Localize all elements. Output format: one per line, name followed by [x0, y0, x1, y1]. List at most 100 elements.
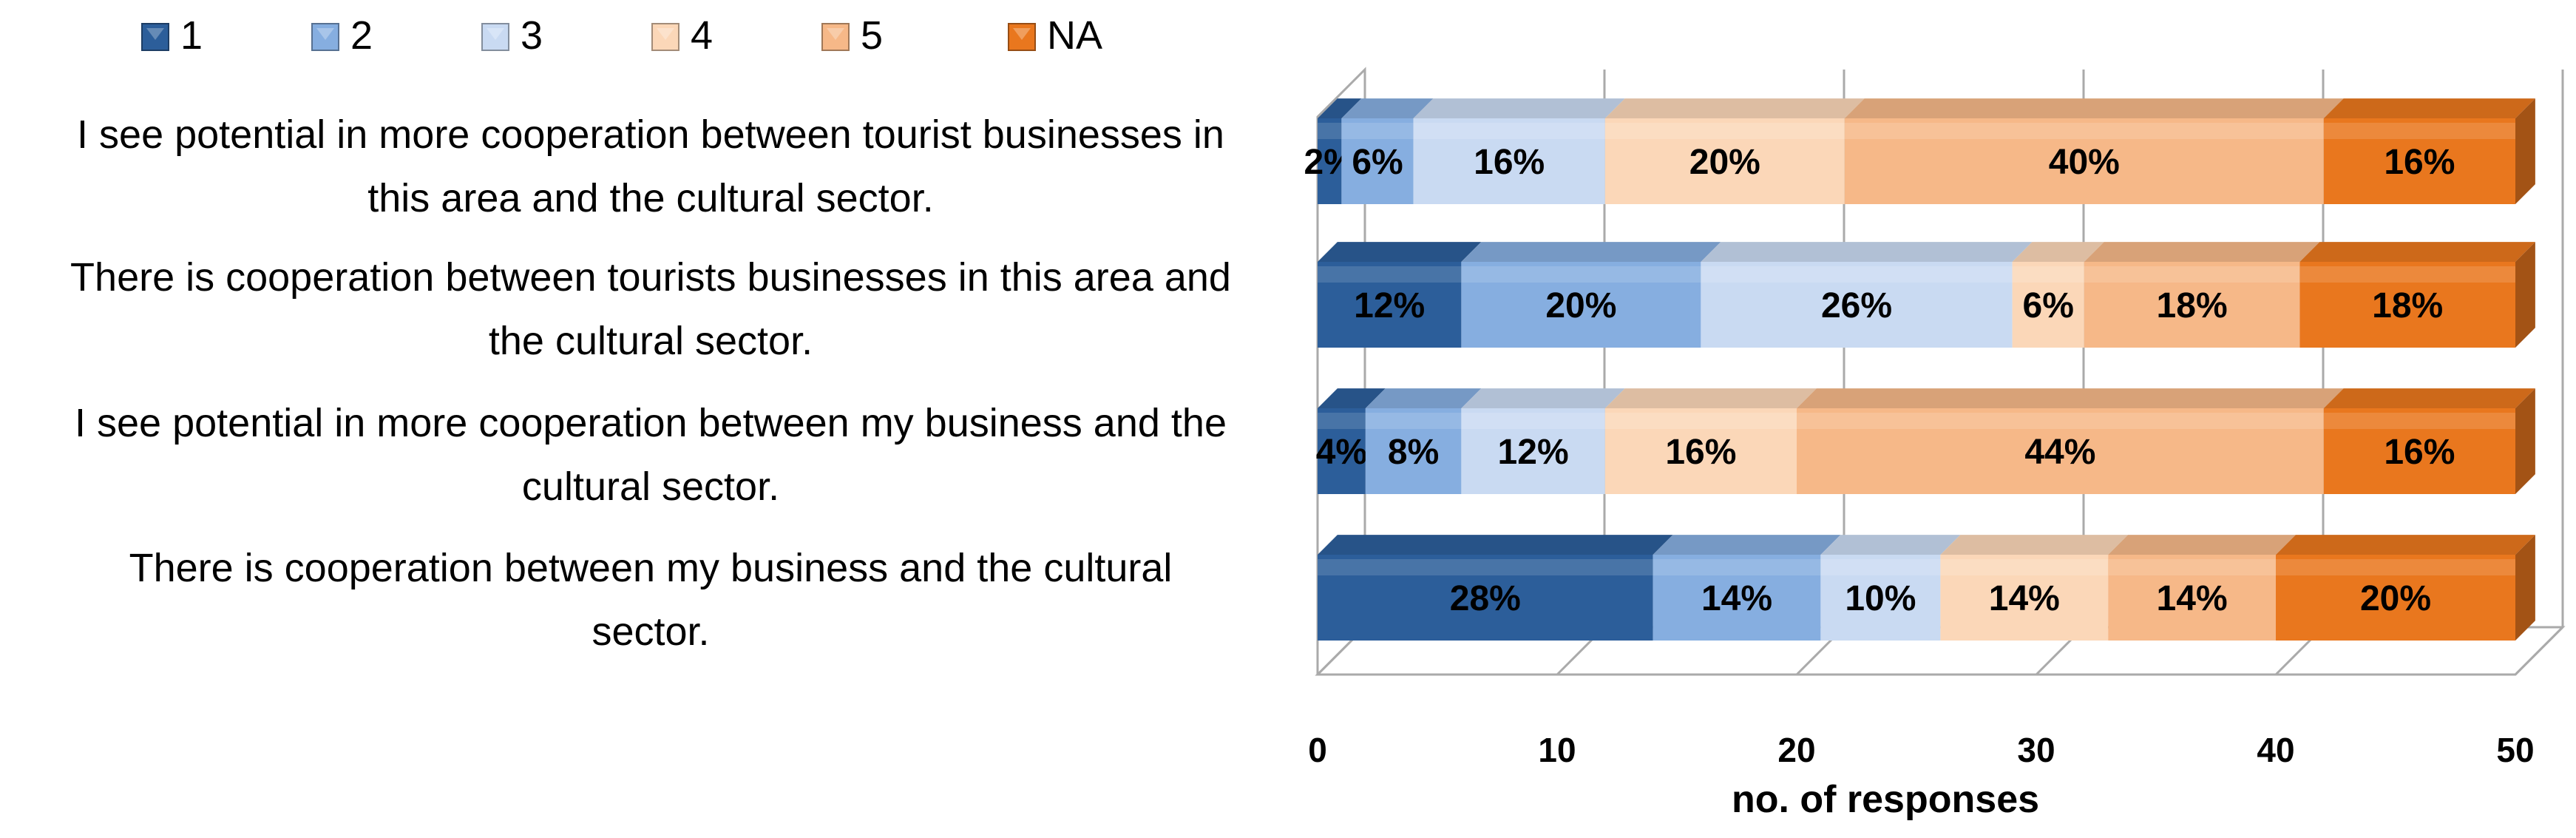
data-label: 40% — [2049, 143, 2120, 182]
legend-swatch-shine — [657, 28, 674, 40]
data-label: 16% — [1474, 143, 1545, 182]
data-label: 14% — [1989, 579, 2060, 618]
category-label: There is cooperation between tourists bu… — [70, 255, 1231, 363]
data-label: 26% — [1821, 286, 1892, 325]
category-label-line: I see potential in more cooperation betw… — [75, 401, 1227, 445]
category-label-line: the cultural sector. — [489, 319, 813, 363]
data-label: 8% — [1388, 433, 1439, 472]
bar-top-face — [1413, 98, 1625, 118]
bar-top-face — [1797, 388, 2344, 408]
legend-label: NA — [1047, 13, 1102, 58]
bar-highlight — [1701, 266, 2013, 283]
bar-side-face — [2515, 98, 2535, 204]
category-label-line: this area and the cultural sector. — [367, 176, 933, 220]
bar-top-face — [1461, 388, 1625, 408]
data-label: 28% — [1450, 579, 1521, 618]
bar-highlight — [1341, 123, 1414, 139]
category-label-line: I see potential in more cooperation betw… — [77, 112, 1224, 157]
bar-top-face — [1604, 388, 1817, 408]
x-tick-label: 50 — [2496, 731, 2534, 769]
legend: 1 2 3 4 5 NA — [141, 13, 1102, 58]
bar-highlight — [1940, 559, 2109, 575]
bar-highlight — [1797, 413, 2324, 429]
data-label: 20% — [1689, 143, 1760, 182]
data-label: 10% — [1845, 579, 1916, 618]
x-tick-label: 30 — [2017, 731, 2055, 769]
bar-highlight — [1318, 413, 1366, 429]
bar-highlight — [2012, 266, 2084, 283]
bar-highlight — [1413, 123, 1605, 139]
bar-top-face — [1653, 535, 1841, 555]
data-label: 16% — [1665, 433, 1736, 472]
data-label: 16% — [2384, 143, 2455, 182]
bar-highlight — [2323, 413, 2515, 429]
bar-top-face — [2323, 98, 2535, 118]
bar-top-face — [1318, 535, 1673, 555]
legend-label: 4 — [691, 13, 713, 58]
bar-top-face — [1701, 242, 2033, 262]
data-label: 18% — [2157, 286, 2228, 325]
category-label: I see potential in more cooperation betw… — [75, 401, 1227, 509]
data-label: 20% — [2360, 579, 2431, 618]
bar-top-face — [2299, 242, 2535, 262]
bar-top-face — [1461, 242, 1721, 262]
bar-side-face — [2515, 242, 2535, 348]
category-label-line: There is cooperation between tourists bu… — [70, 255, 1231, 300]
data-label: 6% — [1352, 143, 1403, 182]
x-tick-label: 0 — [1308, 731, 1327, 769]
bar-highlight — [1604, 413, 1797, 429]
legend-label: 5 — [861, 13, 883, 58]
bar-highlight — [1820, 559, 1941, 575]
x-axis-title: no. of responses — [1732, 778, 2039, 821]
category-label: I see potential in more cooperation betw… — [77, 112, 1224, 220]
bar-highlight — [1461, 266, 1701, 283]
data-label: 6% — [2023, 286, 2074, 325]
legend-swatch-shine — [1013, 28, 1031, 40]
bar-top-face — [2276, 535, 2535, 555]
bar-top-face — [1318, 388, 1386, 408]
bar-top-face — [1604, 98, 1865, 118]
bar-highlight — [2323, 123, 2515, 139]
bar-highlight — [1318, 266, 1462, 283]
data-label: 14% — [2157, 579, 2228, 618]
bar-highlight — [1461, 413, 1605, 429]
legend-swatch-shine — [827, 28, 844, 40]
bar-top-face — [2323, 388, 2535, 408]
bar-top-face — [1318, 242, 1482, 262]
bar-top-face — [2012, 242, 2104, 262]
bar-highlight — [2084, 266, 2300, 283]
data-label: 20% — [1545, 286, 1616, 325]
bar-highlight — [1844, 123, 2324, 139]
data-label: 12% — [1354, 286, 1425, 325]
bar-top-face — [2108, 535, 2296, 555]
data-label: 18% — [2372, 286, 2443, 325]
x-tick-label: 20 — [1777, 731, 1815, 769]
legend-label: 3 — [521, 13, 543, 58]
category-label-line: cultural sector. — [522, 464, 779, 509]
category-label-line: sector. — [592, 609, 709, 654]
bar-top-face — [1365, 388, 1482, 408]
bar-side-face — [2515, 388, 2535, 494]
bar-top-face — [2084, 242, 2320, 262]
data-label: 12% — [1498, 433, 1569, 472]
legend-swatch-shine — [316, 28, 334, 40]
category-labels: I see potential in more cooperation betw… — [70, 112, 1231, 654]
x-tick-label: 10 — [1538, 731, 1576, 769]
legend-label: 1 — [180, 13, 203, 58]
bar-highlight — [1318, 123, 1342, 139]
bar-highlight — [2299, 266, 2515, 283]
data-label: 16% — [2384, 433, 2455, 472]
bar-top-face — [1341, 98, 1434, 118]
data-label: 4% — [1316, 433, 1367, 472]
bar-top-face — [1940, 535, 2129, 555]
data-label: 14% — [1701, 579, 1772, 618]
legend-swatch-shine — [487, 28, 504, 40]
bar-top-face — [1820, 535, 1961, 555]
category-label-line: There is cooperation between my business… — [129, 546, 1173, 590]
legend-label: 2 — [350, 13, 373, 58]
bar-highlight — [1318, 559, 1653, 575]
x-tick-label: 40 — [2257, 731, 2294, 769]
bar-highlight — [2108, 559, 2276, 575]
